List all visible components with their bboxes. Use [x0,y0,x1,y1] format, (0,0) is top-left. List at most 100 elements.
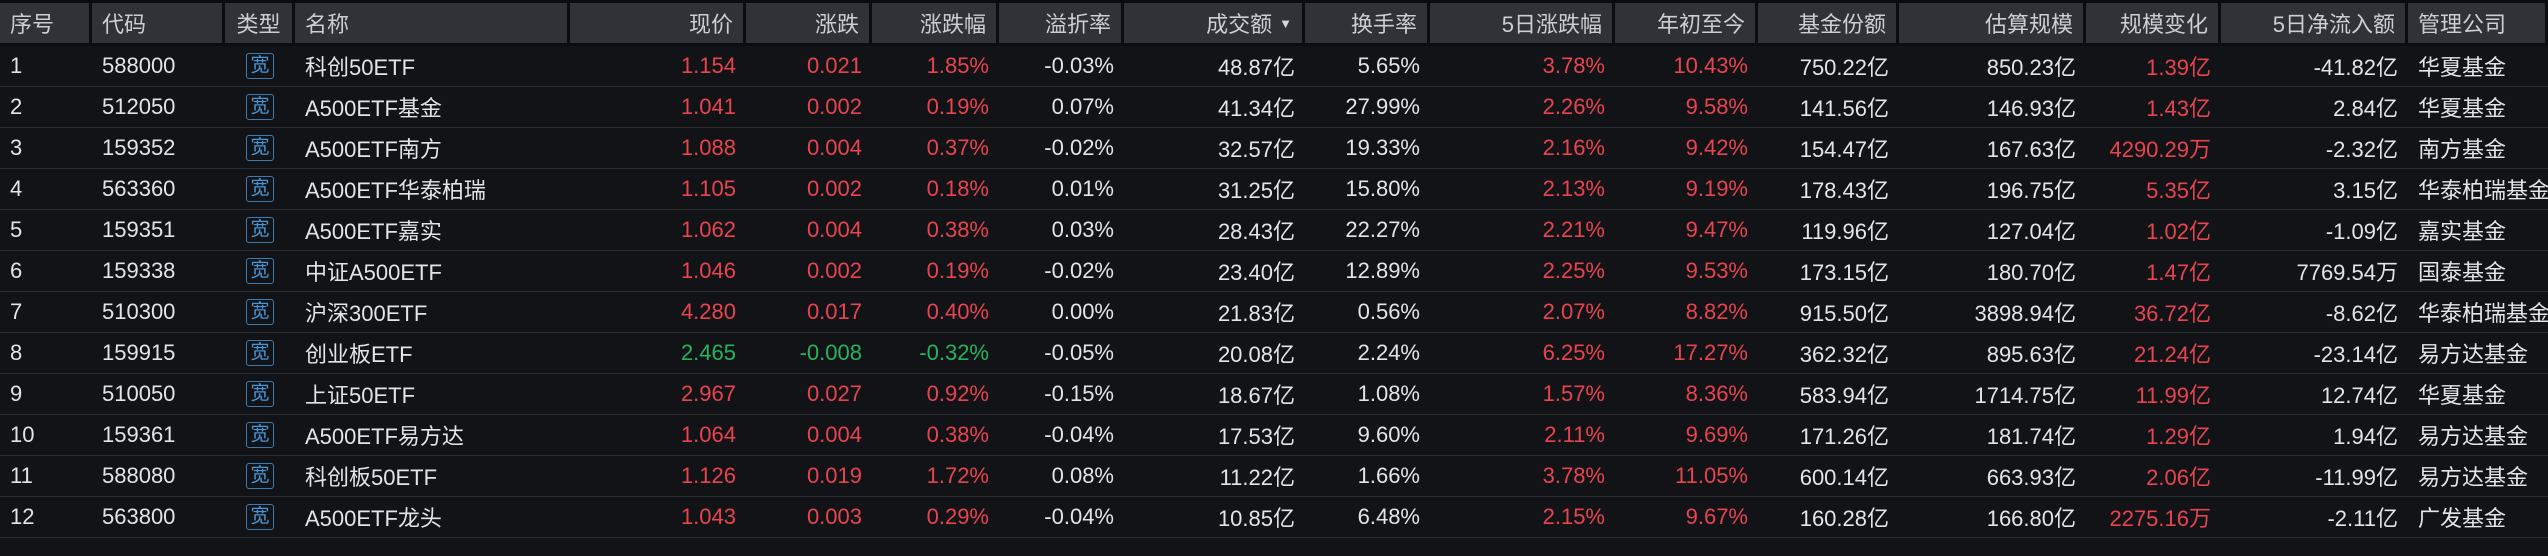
cell-index: 12 [10,504,35,529]
cell-est-scale: 663.93亿 [1986,465,2076,490]
cell-fund-shares: 141.56亿 [1799,96,1889,121]
cell-code: 510300 [102,299,176,324]
cell-ytd: 17.27% [1673,340,1748,365]
cell-est-scale: 180.70亿 [1986,260,2076,285]
column-header-label: 成交额 [1206,12,1273,37]
table-row[interactable]: 7 510300 宽 沪深300ETF 4.280 0.017 0.40% 0.00% 21.8… [0,292,2548,333]
table-row[interactable]: 4 563360 宽 A500ETF华泰柏瑞 1.105 0.002 0.18% 0.01% 3… [0,169,2548,210]
cell-turnover-rate: 1.66% [1357,463,1420,488]
cell-turnover: 11.22亿 [1219,465,1295,490]
cell-ytd: 9.42% [1685,135,1748,160]
cell-turnover: 41.34亿 [1217,96,1295,121]
column-header-label: 名称 [305,12,350,37]
cell-turnover-rate: 9.60% [1357,422,1420,447]
cell-5d-change-pct: 2.26% [1542,94,1605,119]
column-header-label: 涨跌 [814,12,859,37]
cell-name: A500ETF基金 [305,96,442,121]
cell-type: 宽 [225,251,295,291]
cell-5d-net-inflow: 7769.54万 [2296,260,2398,285]
column-header-name[interactable]: 名称 [295,3,567,43]
cell-change: 0.017 [806,299,862,324]
table-row[interactable]: 8 159915 宽 创业板ETF 2.465 -0.008 -0.32% -0.05% 20.… [0,333,2548,374]
table-header: 序号 代码 类型 名称 现价 涨跌 涨跌幅 溢折率 成交额 ▼ 换手率 5日涨跌幅 年初至今 基金份额 估算… [0,0,2548,46]
cell-premium-rate: 0.07% [1051,94,1114,119]
cell-code: 563360 [102,176,176,201]
table-row[interactable]: 12 563800 宽 A500ETF龙头 1.043 0.003 0.29% -0.04% 1… [0,497,2548,538]
etf-type-badge: 宽 [246,504,274,530]
cell-turnover: 48.87亿 [1217,55,1295,80]
cell-5d-net-inflow: -2.11亿 [2327,506,2398,531]
cell-5d-change-pct: 2.13% [1542,176,1605,201]
cell-est-scale: 181.74亿 [1986,424,2076,449]
cell-name: 科创50ETF [305,55,416,80]
column-header-price[interactable]: 现价 [570,3,743,43]
cell-turnover-rate: 15.80% [1345,176,1420,201]
cell-turnover-rate: 27.99% [1345,94,1420,119]
table-row[interactable]: 10 159361 宽 A500ETF易方达 1.064 0.004 0.38% -0.04%… [0,415,2548,456]
column-header-label: 现价 [688,12,733,37]
cell-fund-shares: 171.26亿 [1799,424,1889,449]
table-row[interactable]: 1 588000 宽 科创50ETF 1.154 0.021 1.85% -0.03% 48.8… [0,46,2548,87]
table-row[interactable]: 5 159351 宽 A500ETF嘉实 1.062 0.004 0.38% 0.03% 28.… [0,210,2548,251]
cell-type: 宽 [225,374,295,414]
column-header-turnover[interactable]: 成交额 ▼ [1124,3,1302,43]
cell-type: 宽 [225,415,295,455]
column-header-est-scale[interactable]: 估算规模 [1899,3,2083,43]
cell-turnover-rate: 1.08% [1357,381,1420,406]
table-row[interactable]: 2 512050 宽 A500ETF基金 1.041 0.002 0.19% 0.07% 41.… [0,87,2548,128]
cell-change: 0.004 [806,422,862,447]
cell-5d-net-inflow: 2.84亿 [2333,96,2398,121]
cell-premium-rate: -0.02% [1044,135,1114,160]
column-header-label: 类型 [236,12,281,37]
column-header-label: 基金份额 [1797,12,1886,37]
column-header-type[interactable]: 类型 [225,3,292,43]
cell-5d-change-pct: 6.25% [1542,340,1605,365]
column-header-5d-change-pct[interactable]: 5日涨跌幅 [1430,3,1612,43]
etf-type-badge: 宽 [246,299,274,325]
cell-5d-net-inflow: 3.15亿 [2333,178,2398,203]
cell-ytd: 9.58% [1685,94,1748,119]
cell-change: 0.027 [806,381,862,406]
cell-fund-shares: 600.14亿 [1799,465,1889,490]
column-header-change[interactable]: 涨跌 [746,3,869,43]
column-header-fund-shares[interactable]: 基金份额 [1758,3,1896,43]
cell-price: 2.465 [680,340,736,365]
cell-ytd: 8.82% [1685,299,1748,324]
column-header-code[interactable]: 代码 [92,3,222,43]
cell-5d-change-pct: 2.21% [1542,217,1605,242]
cell-name: A500ETF华泰柏瑞 [305,178,486,203]
column-header-company[interactable]: 管理公司 [2408,3,2545,43]
cell-index: 11 [10,463,33,488]
cell-name: A500ETF易方达 [305,424,464,449]
table-row[interactable]: 11 588080 宽 科创板50ETF 1.126 0.019 1.72% 0.08% 11.… [0,456,2548,497]
cell-type: 宽 [225,456,295,496]
cell-type: 宽 [225,497,295,537]
etf-type-badge: 宽 [246,176,274,202]
column-header-scale-change[interactable]: 规模变化 [2086,3,2218,43]
cell-company: 南方基金 [2418,137,2507,162]
column-header-ytd[interactable]: 年初至今 [1615,3,1755,43]
column-header-index[interactable]: 序号 [0,3,89,43]
column-header-premium-rate[interactable]: 溢折率 [999,3,1121,43]
cell-change: 0.002 [806,94,862,119]
table-row[interactable]: 3 159352 宽 A500ETF南方 1.088 0.004 0.37% -0.02% 32… [0,128,2548,169]
cell-change-pct: 1.72% [926,463,989,488]
cell-type: 宽 [225,87,295,127]
cell-scale-change: 11.99亿 [2135,383,2211,408]
column-header-5d-net-inflow[interactable]: 5日净流入额 [2221,3,2405,43]
cell-name: 沪深300ETF [305,301,428,326]
cell-scale-change: 1.39亿 [2146,55,2211,80]
cell-turnover-rate: 2.24% [1357,340,1420,365]
column-header-turnover-rate[interactable]: 换手率 [1305,3,1427,43]
cell-change: 0.004 [806,217,862,242]
cell-code: 588080 [102,463,176,488]
table-row[interactable]: 9 510050 宽 上证50ETF 2.967 0.027 0.92% -0.15% 18.6… [0,374,2548,415]
cell-index: 8 [10,340,23,365]
cell-change-pct: 0.29% [926,504,989,529]
cell-code: 159351 [102,217,176,242]
cell-code: 159361 [102,422,176,447]
column-header-change-pct[interactable]: 涨跌幅 [872,3,996,43]
cell-index: 3 [10,135,23,160]
cell-scale-change: 5.35亿 [2146,178,2211,203]
table-row[interactable]: 6 159338 宽 中证A500ETF 1.046 0.002 0.19% -0.02% 23… [0,251,2548,292]
